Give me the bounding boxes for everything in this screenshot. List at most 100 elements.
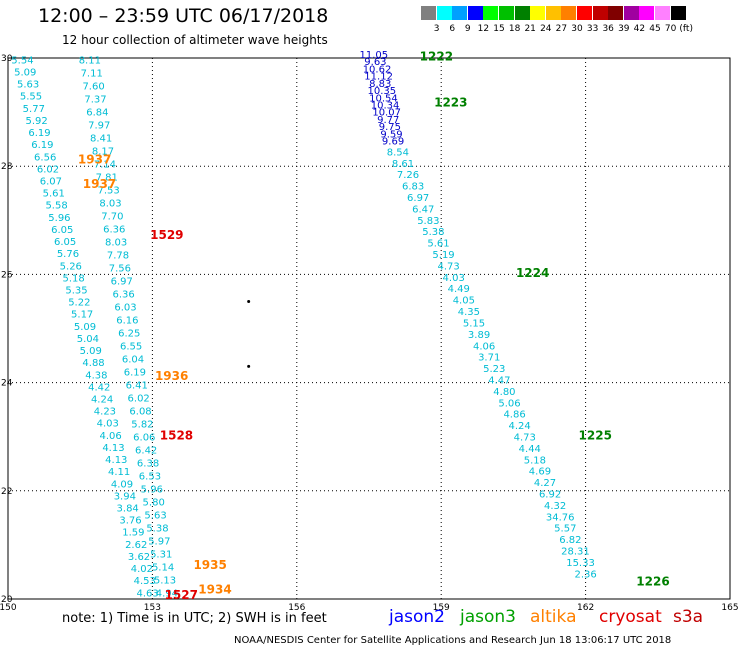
time-label: 1225: [579, 428, 612, 442]
legend-label: 39: [618, 24, 630, 34]
swh-value: 4.44: [519, 444, 541, 455]
swh-value: 6.02: [128, 393, 150, 404]
swh-value: 7.37: [84, 94, 106, 105]
swh-value: 10.07: [372, 108, 401, 119]
swh-value: 7.53: [97, 185, 119, 196]
swh-value: 5.54: [11, 55, 33, 66]
swh-value: 6.38: [137, 458, 159, 469]
time-label: 1528: [160, 428, 193, 442]
swh-value: 5.18: [63, 273, 85, 284]
swh-value: 3.89: [468, 330, 490, 341]
y-tick-label: 24: [1, 379, 13, 389]
swh-value: 3.62: [128, 552, 150, 563]
chart-title: 12:00 – 23:59 UTC 06/17/2018: [38, 5, 329, 27]
legend-s3a: s3a: [673, 607, 704, 627]
swh-value: 5.09: [74, 322, 96, 333]
point-marker: [247, 299, 251, 303]
swh-value: 7.78: [107, 250, 129, 261]
x-tick-label: 153: [144, 603, 161, 613]
swh-value: 6.36: [113, 289, 135, 300]
time-label: 1224: [516, 266, 549, 280]
swh-value: 10.54: [369, 93, 398, 104]
swh-value: 4.47: [488, 375, 510, 386]
swh-value: 6.19: [31, 140, 53, 151]
time-label: 1529: [150, 228, 183, 242]
point-marker: [247, 364, 251, 368]
time-label: 1527: [165, 588, 198, 602]
legend-label: 12: [477, 24, 490, 34]
swh-value: 5.63: [17, 80, 39, 91]
swh-value: 3.71: [478, 353, 500, 364]
swh-value: 5.09: [14, 68, 36, 79]
swh-value: 6.19: [28, 128, 50, 139]
time-label: 1936: [155, 369, 188, 383]
swh-value: 11.05: [359, 50, 388, 61]
swh-value: 7.11: [81, 68, 103, 79]
swh-value: 5.61: [427, 239, 449, 250]
swh-value: 10.35: [368, 86, 397, 97]
swh-value: 6.84: [86, 107, 108, 118]
legend-label: 42: [633, 24, 646, 34]
plot-frame: [7, 57, 731, 600]
swh-value: 4.94: [156, 588, 178, 599]
legend-cryosat: cryosat: [599, 607, 662, 627]
legend-label: 36: [602, 24, 614, 34]
legend-swatch: [421, 6, 436, 20]
swh-value: 2.62: [125, 540, 147, 551]
swh-value: 6.36: [103, 224, 125, 235]
swh-value: 34.76: [546, 512, 575, 523]
swh-value: 8.03: [105, 237, 127, 248]
swh-value: 6.04: [122, 354, 144, 365]
swh-value: 6.42: [135, 445, 157, 456]
swh-value: 6.08: [129, 406, 151, 417]
chart-subtitle: 12 hour collection of altimeter wave hei…: [62, 33, 328, 47]
swh-value: 5.04: [77, 334, 99, 345]
time-label: 1937: [78, 152, 111, 166]
swh-value: 5.06: [498, 398, 520, 409]
x-tick-label: 159: [433, 603, 450, 613]
y-tick-label: 28: [1, 162, 13, 172]
swh-value: 5.57: [554, 524, 576, 535]
swh-value: 7.56: [109, 263, 131, 274]
x-tick-label: 150: [0, 603, 17, 613]
y-tick-label: 26: [1, 270, 13, 280]
swh-value: 8.61: [392, 159, 414, 170]
legend-swatch: [561, 6, 577, 20]
x-tick-label: 162: [577, 603, 594, 613]
swh-value: 4.73: [514, 433, 536, 444]
swh-value: 4.23: [94, 407, 116, 418]
swh-value: 6.02: [37, 164, 59, 175]
swh-value: 5.80: [143, 497, 165, 508]
swh-value: 4.06: [473, 341, 495, 352]
legend-label: 45: [649, 24, 661, 34]
y-tick-label: 30: [1, 54, 13, 64]
legend-label: 30: [571, 24, 583, 34]
swh-value: 4.49: [448, 284, 470, 295]
legend-swatch: [499, 6, 514, 20]
swh-value: 5.77: [23, 104, 45, 115]
swh-value: 4.06: [99, 431, 121, 442]
swh-value: 6.05: [51, 225, 73, 236]
legend-swatch: [592, 6, 608, 20]
swh-value: 5.38: [146, 523, 168, 534]
legend-label: 70: [664, 24, 677, 34]
swh-value: 5.09: [80, 346, 102, 357]
swh-value: 4.13: [102, 443, 124, 454]
swh-value: 7.14: [94, 159, 116, 170]
swh-value: 6.47: [412, 204, 434, 215]
legend-swatch: [608, 6, 624, 20]
swh-value: 4.35: [458, 307, 480, 318]
swh-value: 8.83: [369, 79, 391, 90]
swh-value: 6.97: [407, 193, 429, 204]
swh-value: 9.75: [379, 122, 401, 133]
legend-label: 21: [524, 24, 536, 34]
swh-value: 6.97: [111, 276, 133, 287]
swh-value: 4.80: [493, 387, 515, 398]
swh-value: 3.76: [119, 516, 141, 527]
legend-swatch: [452, 6, 468, 20]
swh-value: 7.70: [101, 211, 123, 222]
legend-label: 24: [540, 24, 552, 34]
swh-value: 9.63: [364, 57, 386, 68]
time-label: 1222: [420, 50, 453, 64]
swh-value: 5.96: [141, 484, 163, 495]
